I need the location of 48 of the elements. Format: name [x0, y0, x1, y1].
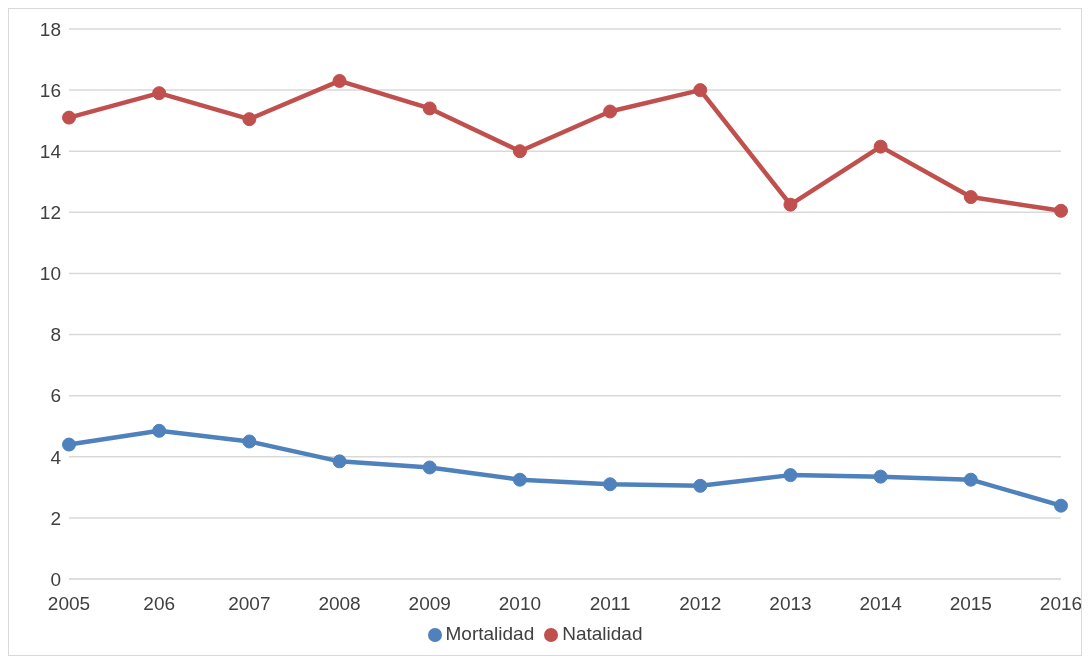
point: [693, 83, 708, 98]
point: [242, 434, 257, 449]
point: [242, 112, 257, 127]
point: [783, 197, 798, 212]
x-tick-label: 2013: [769, 593, 812, 615]
y-tick-label: 2: [50, 507, 61, 529]
point: [693, 478, 708, 493]
point: [873, 469, 888, 484]
point: [963, 190, 978, 205]
y-tick-label: 6: [50, 385, 61, 407]
x-tick-label: 2012: [679, 593, 722, 615]
y-tick-label: 12: [39, 202, 61, 224]
y-tick-label: 16: [39, 79, 61, 101]
x-tick-label: 2011: [589, 593, 631, 615]
point: [603, 104, 618, 119]
point: [62, 110, 76, 125]
x-tick-label: 2014: [859, 593, 903, 615]
point: [1054, 203, 1068, 218]
point: [512, 472, 527, 487]
point: [422, 101, 437, 116]
x-tick-label: 206: [143, 593, 176, 615]
point: [512, 144, 527, 159]
y-tick-label: 18: [39, 18, 61, 40]
x-tick-label: 2005: [47, 593, 91, 615]
x-tick-label: 2007: [228, 593, 271, 615]
y-tick-label: 0: [50, 568, 61, 590]
y-tick-label: 4: [50, 446, 62, 468]
y-tick-label: 14: [39, 140, 62, 162]
y-tick-label: 10: [39, 263, 61, 285]
point: [332, 454, 347, 469]
x-tick-label: 2015: [949, 593, 992, 615]
point: [783, 468, 798, 483]
legend-label: Mortalidad: [445, 623, 535, 644]
point: [873, 139, 888, 154]
legend-label: Natalidad: [562, 623, 643, 644]
point: [963, 472, 978, 487]
y-tick-label: 8: [50, 324, 61, 346]
x-tick-label: 2009: [408, 593, 451, 615]
point: [422, 460, 437, 475]
x-tick-label: 2016: [1039, 593, 1083, 615]
x-tick-label: 2008: [318, 593, 361, 615]
point: [332, 73, 347, 88]
point: [603, 477, 618, 492]
point: [152, 86, 167, 101]
x-tick-label: 2010: [498, 593, 542, 615]
point: [1054, 498, 1068, 513]
point: [62, 437, 76, 452]
point: [152, 423, 167, 438]
